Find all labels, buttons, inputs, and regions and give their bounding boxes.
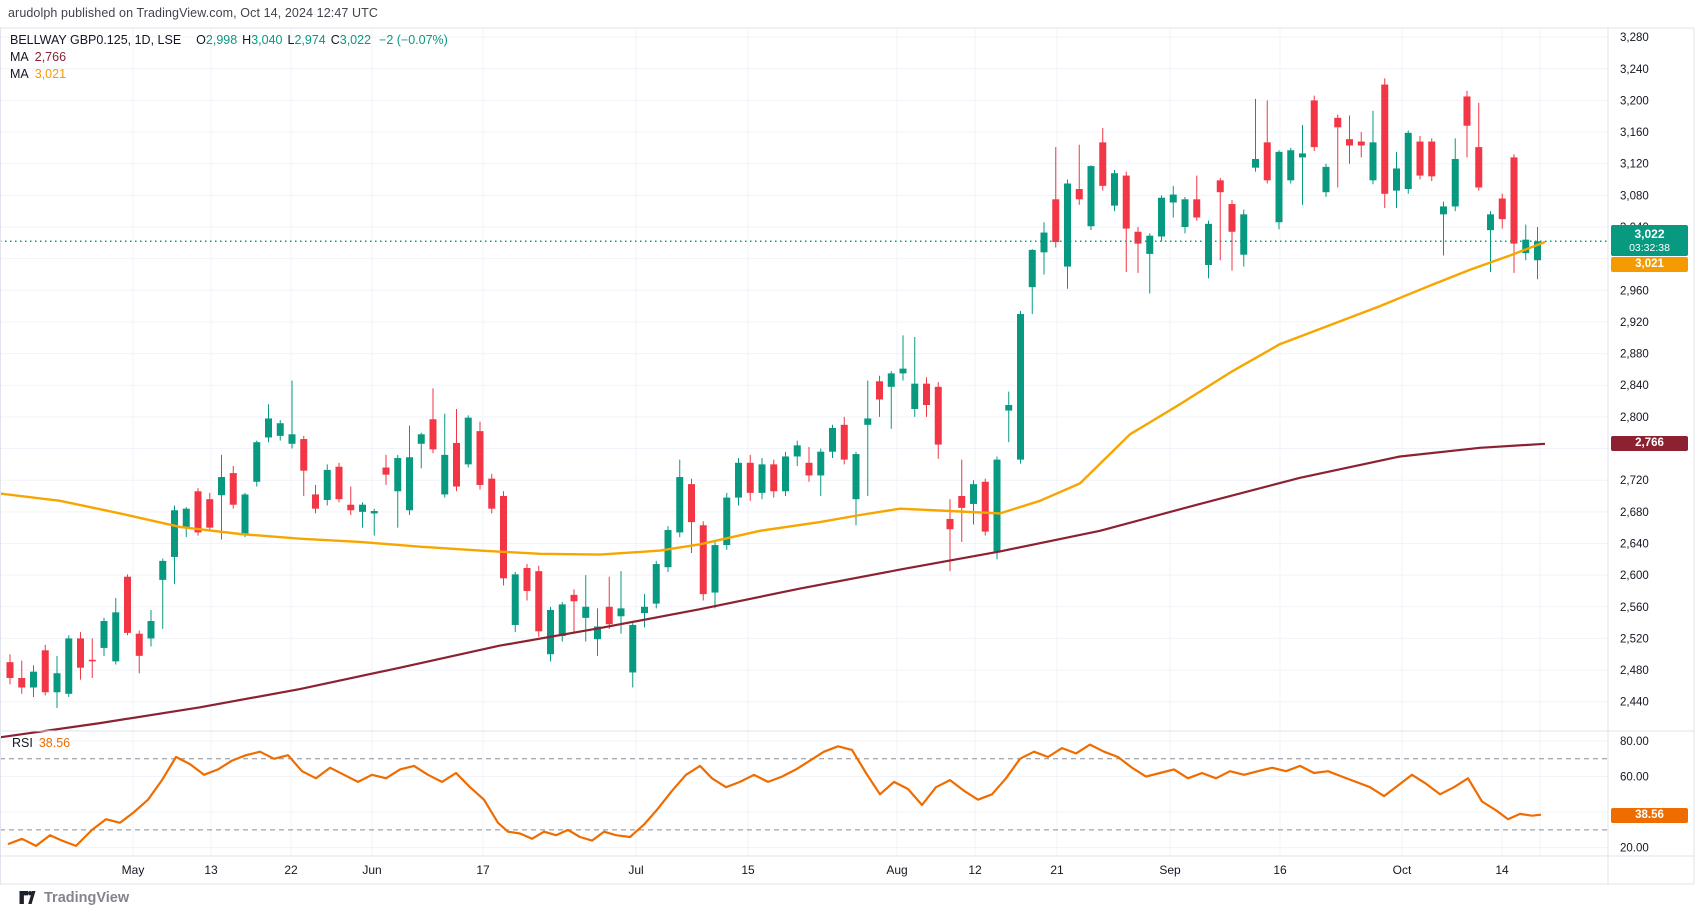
series-layer bbox=[0, 78, 1608, 847]
chart-legend: BELLWAY GBP0.125, 1D, LSE O2,998 H3,040 L2,… bbox=[10, 33, 448, 84]
tradingview-logo-icon bbox=[19, 891, 36, 904]
tradingview-logo-text: TradingView bbox=[44, 889, 130, 906]
svg-text:16: 16 bbox=[1273, 863, 1287, 877]
svg-text:2,600: 2,600 bbox=[1620, 570, 1649, 582]
time-axis[interactable]: May 13 22 Jun 17 Jul 15 Aug 12 21 Sep 16 Oct 14 bbox=[122, 863, 1509, 877]
current-price-badge: 3,022 03:32:38 bbox=[1611, 225, 1688, 257]
svg-text:2,800: 2,800 bbox=[1620, 412, 1649, 424]
low-label: L bbox=[287, 33, 295, 47]
svg-text:2,960: 2,960 bbox=[1620, 285, 1649, 297]
gridlines-layer bbox=[0, 28, 1608, 856]
bar-countdown: 03:32:38 bbox=[1629, 242, 1670, 255]
close-value: 3,022 bbox=[339, 33, 372, 47]
ma-fast-legend-row[interactable]: MA 3,021 bbox=[10, 67, 448, 82]
symbol-legend-row[interactable]: BELLWAY GBP0.125, 1D, LSE O2,998 H3,040 L2,… bbox=[10, 33, 448, 48]
candles-layer bbox=[6, 78, 1541, 709]
high-label: H bbox=[242, 33, 252, 47]
tradingview-attribution[interactable]: TradingView bbox=[18, 888, 129, 907]
open-label: O bbox=[196, 33, 206, 47]
svg-text:21: 21 bbox=[1050, 863, 1064, 877]
price-axis[interactable]: 3,2803,2403,2003,1603,1203,0803,0402,960… bbox=[1620, 32, 1649, 855]
svg-text:12: 12 bbox=[968, 863, 982, 877]
change-value: −2 (−0.07%) bbox=[379, 33, 448, 47]
ma-fast-line bbox=[0, 240, 1546, 556]
rsi-axis-badge: 38.56 bbox=[1611, 807, 1688, 823]
rsi-legend-row[interactable]: RSI 38.56 bbox=[12, 736, 70, 750]
symbol-title: BELLWAY GBP0.125, 1D, LSE bbox=[10, 33, 182, 47]
svg-text:3,280: 3,280 bbox=[1620, 32, 1649, 44]
svg-text:13: 13 bbox=[204, 863, 218, 877]
svg-text:3,080: 3,080 bbox=[1620, 190, 1649, 202]
svg-text:2,480: 2,480 bbox=[1620, 665, 1649, 677]
svg-text:Jun: Jun bbox=[362, 863, 381, 877]
svg-text:80.00: 80.00 bbox=[1620, 736, 1649, 748]
svg-text:2,680: 2,680 bbox=[1620, 507, 1649, 519]
svg-text:20.00: 20.00 bbox=[1620, 843, 1649, 855]
publisher-line: arudolph published on TradingView.com, O… bbox=[8, 6, 378, 20]
svg-text:2,920: 2,920 bbox=[1620, 317, 1649, 329]
ma-slow-line bbox=[0, 442, 1546, 739]
svg-text:Oct: Oct bbox=[1393, 863, 1412, 877]
svg-text:2,440: 2,440 bbox=[1620, 697, 1649, 709]
svg-text:2,520: 2,520 bbox=[1620, 633, 1649, 645]
ma-slow-legend-row[interactable]: MA 2,766 bbox=[10, 50, 448, 65]
svg-text:22: 22 bbox=[284, 863, 298, 877]
ma-slow-axis-badge: 2,766 bbox=[1611, 435, 1688, 451]
svg-text:15: 15 bbox=[741, 863, 755, 877]
svg-text:May: May bbox=[122, 863, 145, 877]
svg-text:2,560: 2,560 bbox=[1620, 602, 1649, 614]
rsi-value: 38.56 bbox=[38, 736, 71, 750]
svg-text:2,880: 2,880 bbox=[1620, 349, 1649, 361]
ma-fast-value: 3,021 bbox=[34, 67, 67, 81]
axes-layer[interactable]: 3,280 3,240 3,200 3,160 3,120 3,080 3,040 2,960… bbox=[0, 27, 1695, 885]
svg-text:17: 17 bbox=[476, 863, 490, 877]
ma-fast-label: MA bbox=[10, 67, 29, 81]
rsi-label: RSI bbox=[12, 736, 33, 750]
svg-text:3,240: 3,240 bbox=[1620, 64, 1649, 76]
current-price-badge-value: 3,022 bbox=[1634, 227, 1665, 242]
svg-text:Jul: Jul bbox=[628, 863, 643, 877]
svg-text:3,120: 3,120 bbox=[1620, 159, 1649, 171]
svg-text:2,640: 2,640 bbox=[1620, 538, 1649, 550]
svg-text:Aug: Aug bbox=[886, 863, 907, 877]
svg-text:Sep: Sep bbox=[1159, 863, 1181, 877]
svg-text:3,200: 3,200 bbox=[1620, 95, 1649, 107]
svg-text:60.00: 60.00 bbox=[1620, 772, 1649, 784]
low-value: 2,974 bbox=[294, 33, 326, 47]
open-value: 2,998 bbox=[205, 33, 238, 47]
svg-text:2,840: 2,840 bbox=[1620, 380, 1649, 392]
high-value: 3,040 bbox=[251, 33, 283, 47]
rsi-line bbox=[7, 743, 1542, 847]
svg-text:3,160: 3,160 bbox=[1620, 127, 1649, 139]
close-label: C bbox=[330, 33, 340, 47]
svg-text:14: 14 bbox=[1495, 863, 1509, 877]
svg-text:2,720: 2,720 bbox=[1620, 475, 1649, 487]
ma-slow-value: 2,766 bbox=[34, 50, 67, 64]
ma-fast-axis-badge: 3,021 bbox=[1611, 257, 1688, 273]
ma-slow-label: MA bbox=[10, 50, 29, 64]
